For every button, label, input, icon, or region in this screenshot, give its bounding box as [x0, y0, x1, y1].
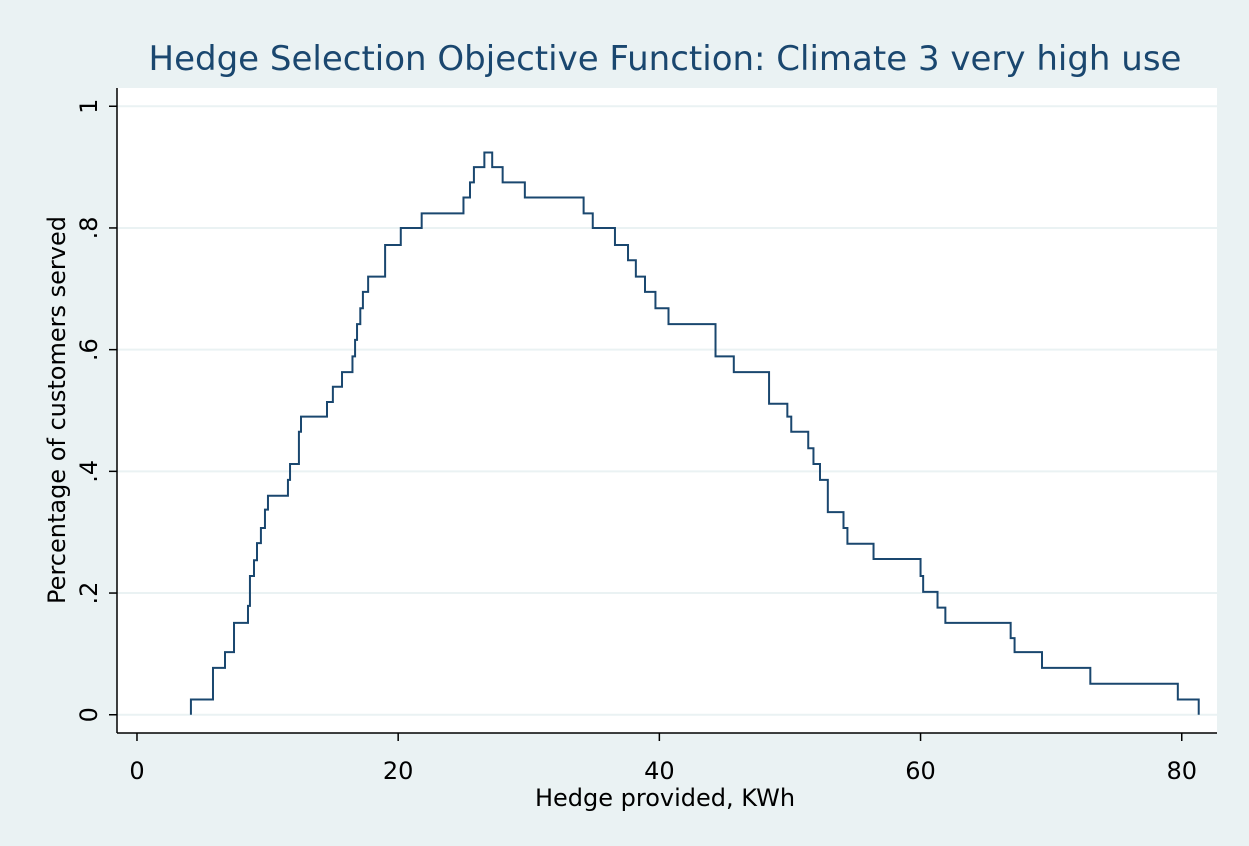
y-axis-title: Percentage of customers served: [43, 216, 71, 604]
y-tick-label: 1: [75, 99, 103, 114]
x-axis-title: Hedge provided, KWh: [535, 784, 795, 812]
plot-area: [117, 88, 1217, 733]
x-tick-label: 60: [905, 757, 936, 785]
y-tick-label: .8: [75, 216, 103, 239]
step-line: [189, 151, 1200, 715]
y-tick-label: .6: [75, 338, 103, 361]
x-tick-label: 80: [1166, 757, 1197, 785]
x-tick-label: 40: [644, 757, 675, 785]
y-tick-label: 0: [75, 707, 103, 722]
x-tick-label: 0: [129, 757, 144, 785]
x-tick-label: 20: [383, 757, 414, 785]
chart-title: Hedge Selection Objective Function: Clim…: [149, 39, 1182, 79]
y-tick-label: .2: [75, 582, 103, 605]
y-tick-label: .4: [75, 460, 103, 483]
